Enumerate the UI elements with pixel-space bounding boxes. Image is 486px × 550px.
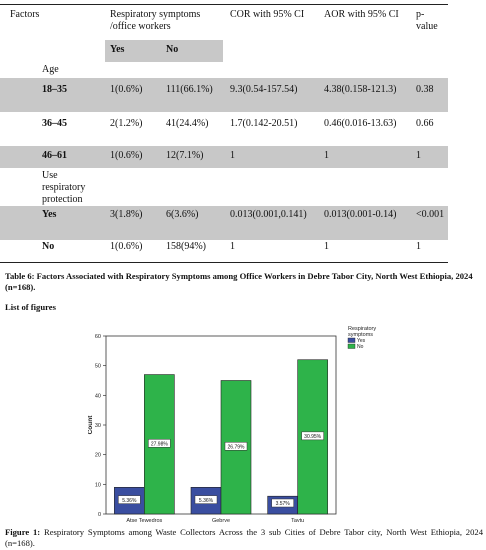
data-label-box [224,442,248,451]
header-respiratory: Respiratory symptoms [110,9,201,20]
y-axis-label: Count [88,415,94,435]
cell-yes: 1(0.6%) [110,84,143,95]
cell-aor: 1 [324,241,329,252]
cell-no: 111(66.1%) [166,84,213,95]
cell-p: 1 [416,150,421,161]
row-label: 36–45 [42,118,67,129]
cell-no: 158(94%) [166,241,206,252]
cell-yes: 2(1.2%) [110,118,143,129]
header-cor: COR with 95% CI [230,9,305,20]
legend-label-no: No [357,344,364,350]
data-label-box [118,495,141,504]
y-tick-label: 60 [95,334,101,340]
x-tick-label: Taytu [291,518,304,522]
header-p-sub: value [416,21,438,32]
cell-cor: 1 [230,150,235,161]
figure-caption: Figure 1: Respiratory Symptoms among Was… [5,527,483,548]
group-label-protection-3: protection [42,194,83,205]
data-label: 3.57% [276,501,291,507]
legend-swatch-no [347,343,356,349]
data-label: 5.36% [122,498,137,504]
table-top-rule [0,4,448,5]
row-label: No [42,241,55,252]
data-label: 26.79% [228,444,246,450]
cell-aor: 0.46(0.016-13.63) [324,118,397,129]
x-tick-label: Atse Tewedros [126,518,162,522]
cell-aor: 1 [324,150,329,161]
cell-yes: 1(0.6%) [110,150,143,161]
row-label: 46–61 [42,150,67,161]
bar-chart-svg: 0 10 20 30 40 50 60 Count 5.36% 27.98% Atse Tewedr… [87,326,376,524]
cell-cor: 1 [230,241,235,252]
cell-p: 0.38 [416,84,434,95]
y-tick-label: 20 [95,453,101,459]
legend-swatch-yes [347,337,356,343]
group-label-protection-2: respiratory [42,182,86,193]
figure-caption-text: Respiratory Symptoms among Waste Collect… [5,527,483,548]
legend-title: symptoms [348,332,373,338]
data-label: 30.95% [304,434,322,440]
group-label-protection-1: Use [42,170,58,181]
table-caption: Table 6: Factors Associated with Respira… [5,271,473,292]
cell-yes: 1(0.6%) [110,241,143,252]
cell-p: 0.66 [416,118,434,129]
list-of-figures-heading: List of figures [5,302,56,312]
bar-chart: 0 10 20 30 40 50 60 Count 5.36% 27.98% Atse Tewedr… [87,322,396,524]
cell-p: <0.001 [416,209,445,220]
figure-caption-label: Figure 1: [5,527,41,537]
data-label-box [271,498,294,508]
row-label: Yes [42,209,57,220]
y-tick-label: 30 [95,423,101,429]
data-label: 5.36% [199,498,214,504]
cell-aor: 0.013(0.001-0.14) [324,209,397,220]
y-tick-label: 40 [95,393,101,399]
y-tick-label: 10 [95,482,101,488]
yes-no-header-band [105,40,223,62]
table-bottom-rule [0,262,448,263]
row-band [0,146,448,168]
header-respiratory-sub: /office workers [110,21,171,32]
row-band [0,206,448,240]
x-tick-label: Gebrye [212,518,230,522]
row-label: 18–35 [42,84,67,95]
legend-title: Respiratory [348,326,376,332]
data-label: 27.98% [151,441,169,447]
data-label-box [301,431,324,441]
header-aor: AOR with 95% CI [324,9,399,20]
legend-label-yes: Yes [357,338,366,344]
header-yes: Yes [110,44,125,55]
y-tick-label: 0 [98,512,101,518]
cell-cor: 0.013(0.001,0.141) [230,209,307,220]
cell-no: 41(24.4%) [166,118,209,129]
y-tick-label: 50 [95,364,101,370]
cell-aor: 4.38(0.158-121.3) [324,84,397,95]
header-no: No [166,44,179,55]
header-p: p- [416,9,425,20]
row-band [0,78,448,112]
data-label-box [194,495,218,504]
group-label-age: Age [42,64,59,75]
cell-p: 1 [416,241,421,252]
header-factors: Factors [10,9,40,20]
cell-cor: 9.3(0.54-157.54) [230,84,298,95]
cell-no: 6(3.6%) [166,209,199,220]
data-label-box [148,439,171,448]
cell-yes: 3(1.8%) [110,209,143,220]
cell-cor: 1.7(0.142-20.51) [230,118,298,129]
cell-no: 12(7.1%) [166,150,204,161]
